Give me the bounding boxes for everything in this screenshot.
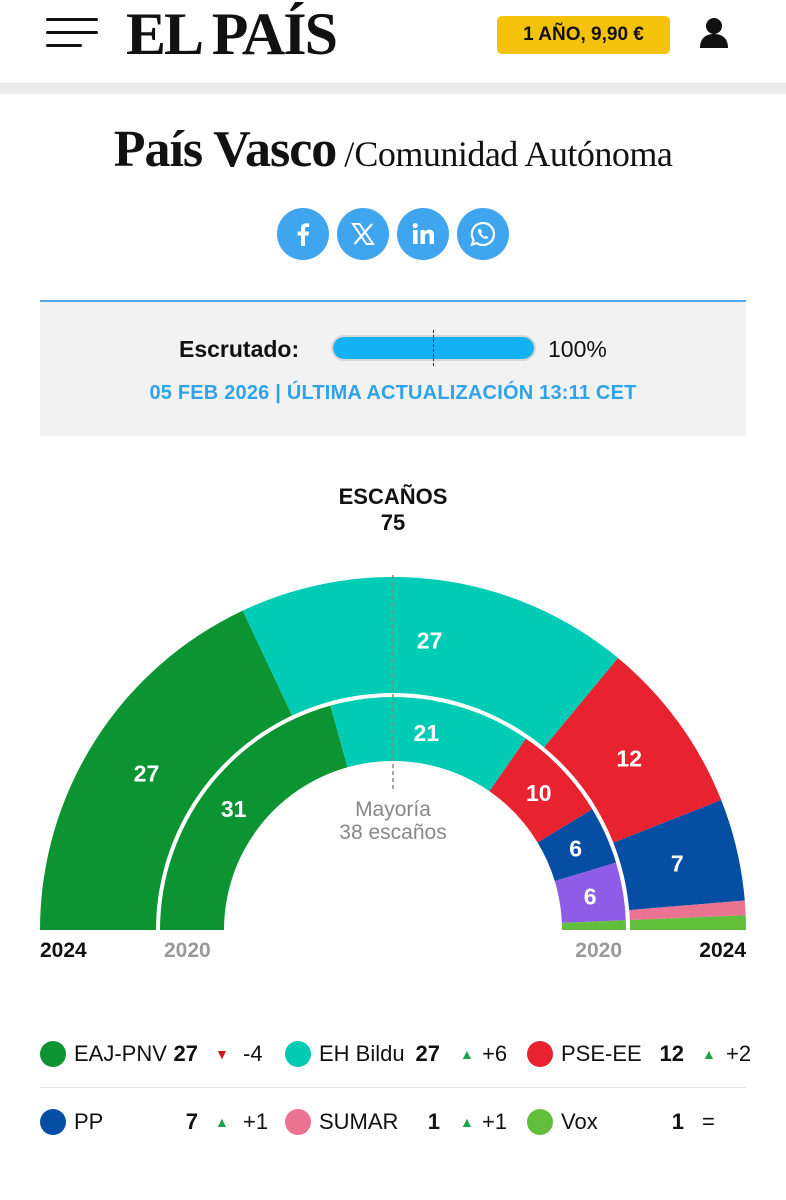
count-status-panel: Escrutado: 100% 05 FEB 2026 | ÚLTIMA ACT…: [40, 300, 746, 436]
seat-arc-2024-pp[interactable]: [613, 800, 745, 911]
party-seat-change: +1: [243, 1109, 269, 1134]
seat-label-2024-eh-bildu: 27: [417, 627, 443, 653]
arrow-up-icon: ▲: [215, 1114, 229, 1130]
party-seats: 27: [173, 1041, 198, 1066]
site-logo[interactable]: EL PAÍS: [126, 1, 338, 67]
whatsapp-icon: [470, 221, 496, 247]
x-icon: [351, 223, 375, 245]
last-update-text: 05 FEB 2026 | ÚLTIMA ACTUALIZACIÓN 13:11…: [149, 382, 637, 404]
facebook-icon: [297, 223, 310, 246]
party-seat-change: +6: [482, 1041, 508, 1066]
hamburger-menu-icon[interactable]: [46, 18, 98, 48]
x-share-button[interactable]: [337, 208, 389, 260]
chart-title: ESCAÑOS: [338, 484, 448, 509]
party-color-dot: [527, 1041, 553, 1067]
seat-label-2024-pp: 7: [671, 850, 684, 876]
party-name: EAJ-PNV: [74, 1041, 167, 1066]
page-title: País Vasco/Comunidad Autónoma: [0, 120, 786, 179]
legend-item-pse-ee[interactable]: PSE-EE: [527, 1020, 642, 1088]
page-title-main: País Vasco: [113, 121, 338, 178]
seat-arc-2020-eaj-pnv[interactable]: [160, 705, 348, 930]
seat-arc-2024-eaj-pnv[interactable]: [40, 610, 293, 930]
seat-arc-2024-pse-ee[interactable]: [544, 658, 722, 843]
arrow-up-icon: ▲: [702, 1046, 716, 1062]
party-color-dot: [40, 1109, 66, 1135]
majority-seats-label: 38 escaños: [339, 821, 446, 844]
title-separator: /: [344, 134, 355, 174]
party-seat-change: +1: [482, 1109, 508, 1134]
subscription-promo-button[interactable]: 1 AÑO, 9,90 €: [497, 16, 670, 54]
party-seats: 27: [415, 1041, 440, 1066]
progress-midpoint-marker: [433, 330, 434, 366]
count-label: Escrutado:: [179, 336, 300, 362]
majority-label: Mayoría: [355, 798, 431, 821]
party-seat-change: =: [702, 1109, 715, 1134]
legend-item-pp[interactable]: PP: [40, 1088, 103, 1156]
year-label-inner-left: 2020: [164, 939, 211, 962]
seat-arc-2020-eh-bildu[interactable]: [330, 697, 526, 792]
seat-label-2024-pse-ee: 12: [616, 745, 642, 771]
seat-arc-2020-vox[interactable]: [561, 920, 626, 930]
party-seats: 1: [671, 1109, 684, 1134]
top-bar: EL PAÍS 1 AÑO, 9,90 €: [0, 0, 786, 84]
year-label-outer-right: 2024: [699, 939, 746, 962]
party-color-dot: [285, 1041, 311, 1067]
party-name: PP: [74, 1109, 104, 1134]
legend-row: PP 7 ▲ +1 SUMAR 1 ▲ +1 Vox 1 =: [40, 1088, 746, 1156]
year-label-inner-right: 2020: [575, 939, 622, 962]
share-buttons: [277, 208, 509, 260]
seat-label-2020-eaj-pnv: 31: [221, 796, 247, 822]
party-seats: 7: [185, 1109, 198, 1134]
party-seats: 1: [427, 1109, 440, 1134]
seat-arc-2024-sumar[interactable]: [629, 900, 746, 921]
legend-item-vox[interactable]: Vox: [527, 1088, 598, 1156]
legend-item-sumar[interactable]: SUMAR: [285, 1088, 398, 1156]
seat-arc-2020-pse-ee[interactable]: [489, 738, 593, 843]
seat-label-2024-eaj-pnv: 27: [134, 761, 160, 787]
header-divider: [0, 84, 786, 94]
party-seats: 12: [659, 1041, 684, 1066]
party-legend: EAJ-PNV 27 ▼ -4 EH Bildu 27 ▲ +6 PSE-EE 12 ▲ +2 PP 7 ▲…: [40, 1020, 751, 1156]
party-name: Vox: [561, 1109, 598, 1134]
linkedin-icon: [412, 223, 434, 244]
seat-arc-2020-podemos[interactable]: [554, 862, 626, 923]
party-name: PSE-EE: [561, 1041, 642, 1066]
count-progress-text: 100%: [548, 336, 607, 362]
party-seat-change: +2: [726, 1041, 752, 1066]
party-color-dot: [40, 1041, 66, 1067]
seat-label-2020-podemos: 6: [584, 884, 597, 910]
seat-arc-2020-pp[interactable]: [537, 809, 617, 882]
total-seats: 75: [380, 510, 406, 535]
legend-item-eaj-pnv[interactable]: EAJ-PNV: [40, 1020, 167, 1088]
arrow-up-icon: ▲: [460, 1114, 474, 1130]
seat-label-2020-eh-bildu: 21: [414, 720, 440, 746]
whatsapp-share-button[interactable]: [457, 208, 509, 260]
legend-item-eh-bildu[interactable]: EH Bildu: [285, 1020, 405, 1088]
party-color-dot: [285, 1109, 311, 1135]
party-name: EH Bildu: [319, 1041, 405, 1066]
party-name: SUMAR: [319, 1109, 399, 1134]
facebook-share-button[interactable]: [277, 208, 329, 260]
seat-arc-2024-vox[interactable]: [629, 915, 746, 930]
seat-label-2020-pp: 6: [569, 836, 582, 862]
seat-arc-2024-eh-bildu[interactable]: [242, 577, 619, 748]
legend-row: EAJ-PNV 27 ▼ -4 EH Bildu 27 ▲ +6 PSE-EE 12 ▲ +2: [40, 1020, 751, 1088]
party-seat-change: -4: [243, 1041, 263, 1066]
arrow-up-icon: ▲: [460, 1046, 474, 1062]
page-subtitle: Comunidad Autónoma: [354, 134, 673, 174]
arrow-down-icon: ▼: [215, 1046, 229, 1062]
year-label-outer-left: 2024: [40, 939, 87, 962]
seat-label-2020-pse-ee: 10: [526, 780, 552, 806]
party-color-dot: [527, 1109, 553, 1135]
user-icon[interactable]: [697, 16, 731, 50]
linkedin-share-button[interactable]: [397, 208, 449, 260]
